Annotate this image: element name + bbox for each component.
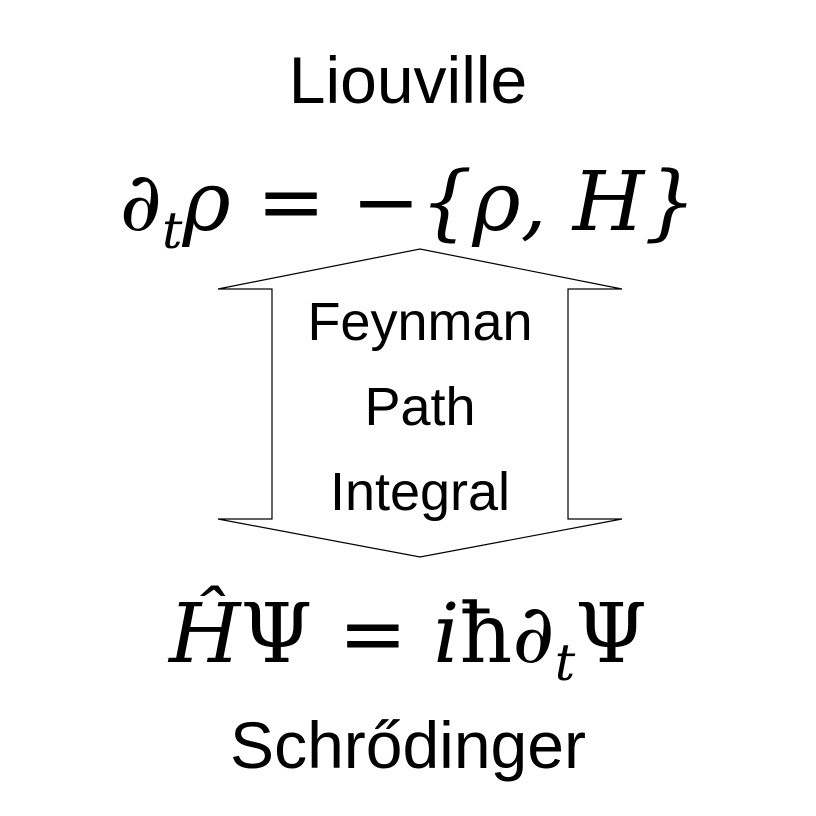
arrow-label-line-3: Integral: [329, 462, 511, 522]
psi-symbol-left: Ψ: [240, 587, 313, 682]
liouville-equation: ∂tρ = −{ρ, H}: [0, 148, 816, 286]
liouville-title: Liouville: [288, 43, 528, 117]
psi-symbol-right: Ψ: [575, 587, 648, 682]
arrow-label-line-2: Path: [364, 377, 476, 437]
partial-subscript: t: [162, 200, 183, 260]
partial-symbol: ∂: [512, 587, 555, 682]
schrodinger-title: Schrődinger: [230, 708, 586, 782]
imaginary-unit: i: [433, 587, 460, 682]
schrodinger-equation: ĤΨ = iħ∂tΨ: [0, 580, 816, 718]
partial-symbol: ∂: [119, 155, 162, 250]
arrow-label-line-1: Feynman: [307, 292, 533, 352]
liouville-equation-rest: ρ = −{ρ, H}: [182, 155, 697, 250]
hbar-symbol: ħ: [459, 587, 513, 682]
hamiltonian-operator: Ĥ: [168, 587, 241, 682]
double-arrow-shape: [217, 248, 623, 558]
partial-subscript: t: [554, 632, 576, 692]
equals-sign: =: [312, 587, 434, 682]
